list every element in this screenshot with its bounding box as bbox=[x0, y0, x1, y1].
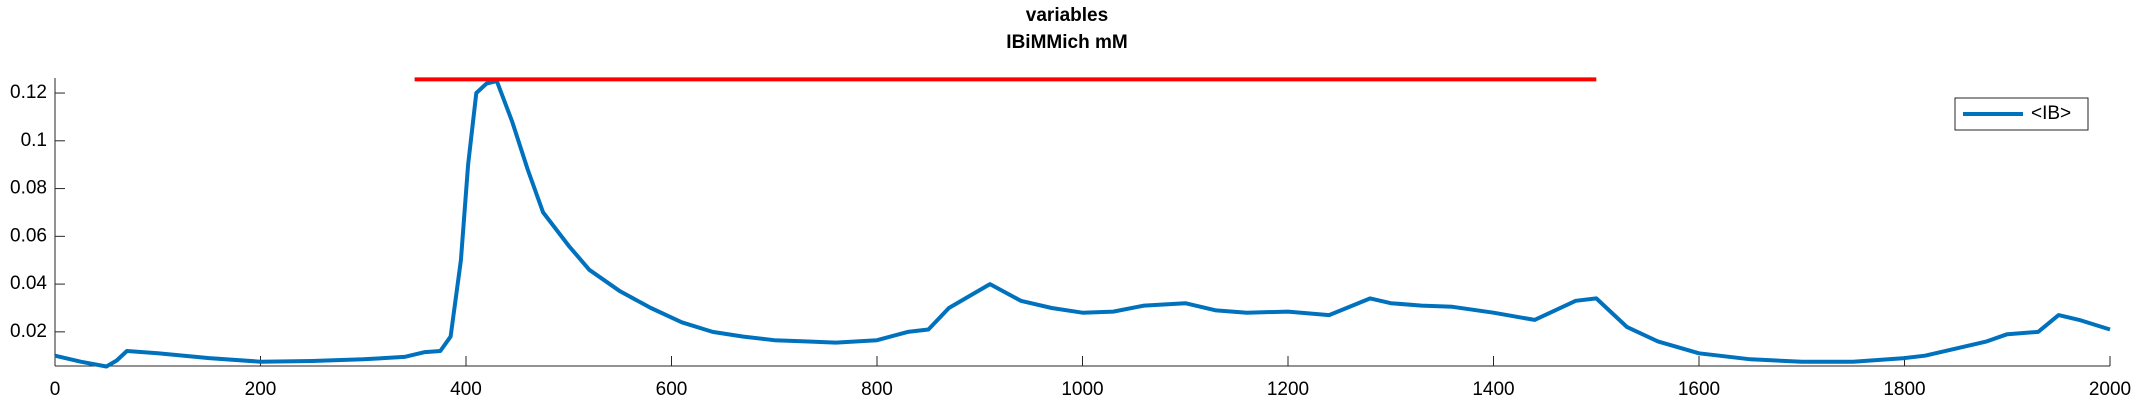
y-tick-label: 0.1 bbox=[21, 130, 47, 151]
y-tick-label: 0.12 bbox=[10, 82, 47, 103]
x-tick-label: 1400 bbox=[1472, 379, 1514, 400]
y-tick-label: 0.04 bbox=[10, 273, 47, 294]
x-tick-label: 1200 bbox=[1267, 379, 1309, 400]
x-tick-label: 1600 bbox=[1678, 379, 1720, 400]
y-tick-label: 0.08 bbox=[10, 178, 47, 199]
x-tick-label: 600 bbox=[656, 379, 688, 400]
legend-label: <IB> bbox=[2031, 103, 2071, 124]
x-tick-label: 800 bbox=[861, 379, 893, 400]
chart-subtitle: IBiMMich mM bbox=[1006, 32, 1127, 53]
y-tick-label: 0.06 bbox=[10, 225, 47, 246]
x-tick-label: 200 bbox=[245, 379, 277, 400]
x-tick-label: 0 bbox=[50, 379, 61, 400]
x-tick-label: 2000 bbox=[2089, 379, 2131, 400]
x-tick-label: 1000 bbox=[1061, 379, 1103, 400]
x-tick-label: 400 bbox=[450, 379, 482, 400]
data-line bbox=[54, 79, 2111, 369]
y-tick-label: 0.02 bbox=[10, 321, 47, 342]
chart-title: variables bbox=[1026, 5, 1108, 26]
x-tick-label: 1800 bbox=[1883, 379, 1925, 400]
